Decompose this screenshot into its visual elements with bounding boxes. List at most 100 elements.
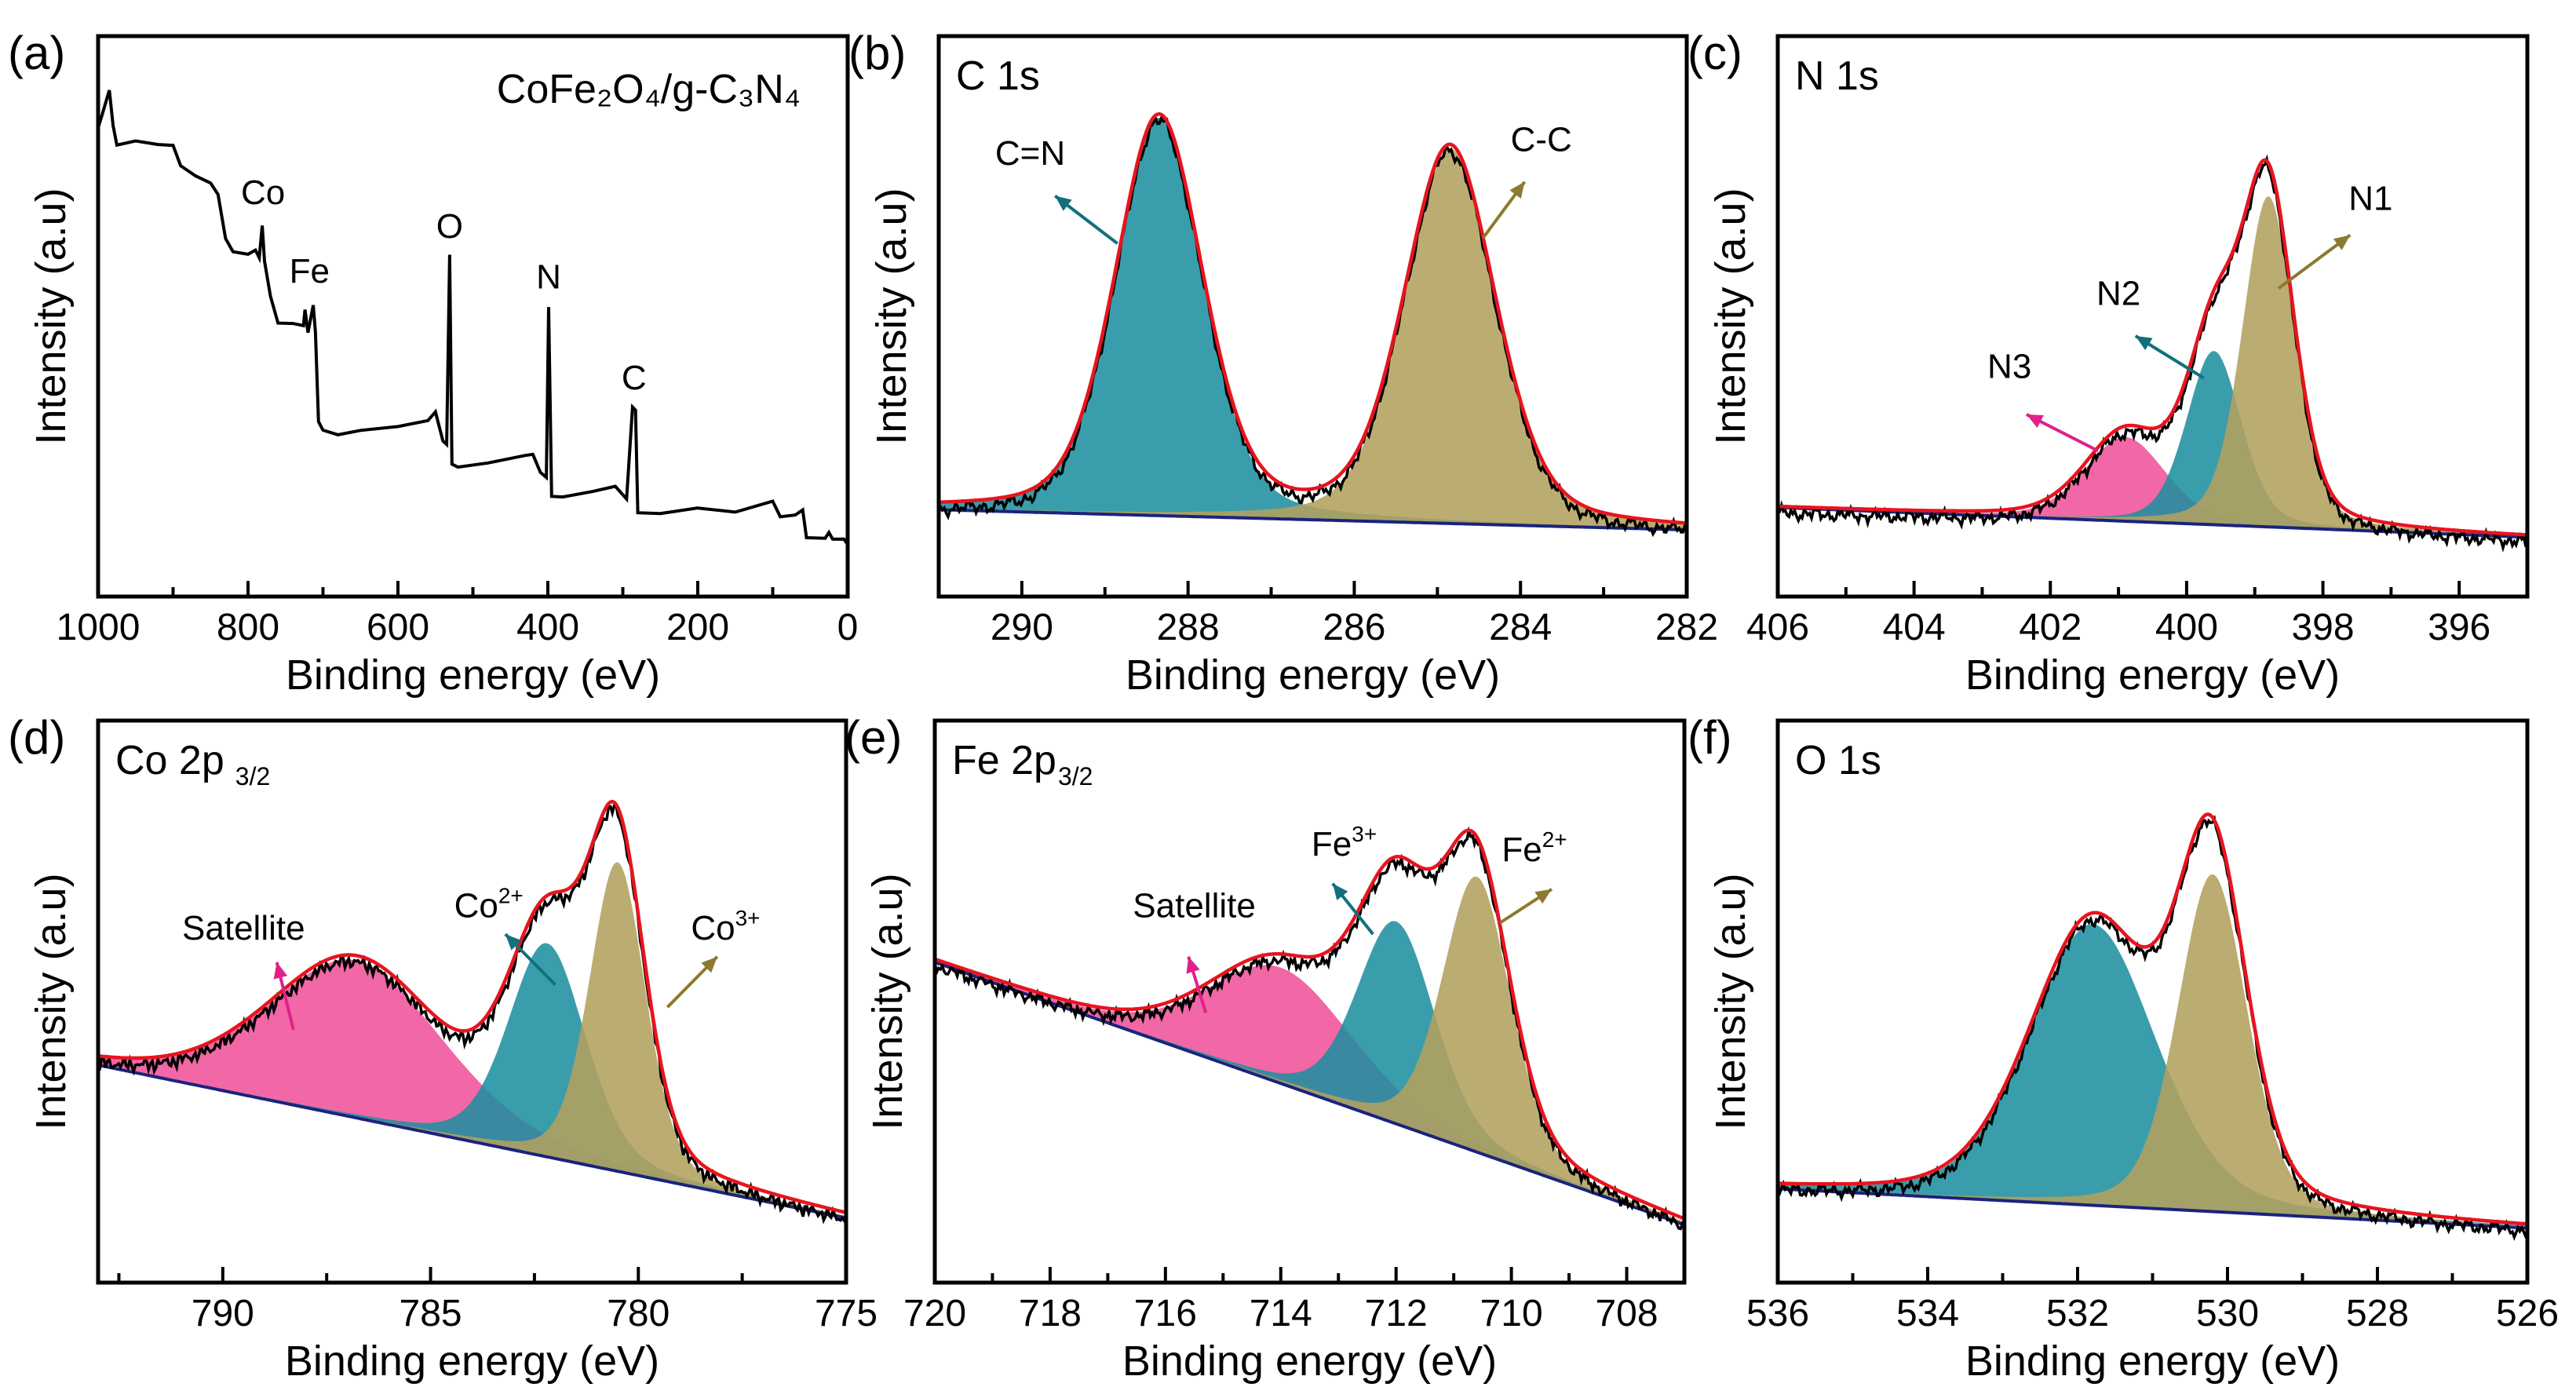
- arrowhead-icon: [1186, 956, 1200, 974]
- axes-frame: [1775, 34, 2530, 599]
- y-axis-label: Intensity (a.u): [864, 873, 911, 1130]
- x-tick-label: 0: [837, 607, 859, 648]
- x-tick-label: 400: [516, 607, 579, 648]
- background-line: [939, 508, 1687, 531]
- experimental-curve: [935, 826, 1684, 1231]
- sample-label: CoFe₂O₄/g-C₃N₄: [497, 67, 801, 112]
- annotation-label: Satellite: [182, 909, 305, 947]
- peak-fill-2: [935, 876, 1684, 1225]
- annotation-label: Fe3+: [1312, 822, 1377, 863]
- y-axis-label: Intensity (a.u): [1707, 188, 1754, 444]
- annotation-label: Satellite: [1133, 887, 1256, 925]
- arrowhead-icon: [1055, 195, 1072, 211]
- annotation-label: Co2+: [454, 884, 524, 925]
- panel-title-text: N 1s: [1795, 53, 1879, 99]
- annotation-label: Co: [241, 173, 285, 212]
- x-axis-label: Binding energy (eV): [285, 1338, 659, 1385]
- experimental-curve: [939, 115, 1687, 538]
- x-axis-label: Binding energy (eV): [1126, 652, 1500, 699]
- plot-area: [939, 111, 1687, 538]
- annotation-text: N: [536, 257, 561, 296]
- peak-fill-2: [98, 862, 846, 1218]
- x-tick-label: 398: [2291, 607, 2354, 648]
- x-tick-label: 534: [1896, 1293, 1959, 1334]
- peak-fill-0: [1778, 924, 2527, 1228]
- annotation-text: C-C: [1511, 120, 1572, 159]
- x-tick-label: 800: [217, 607, 279, 648]
- x-tick-label: 780: [607, 1293, 670, 1334]
- x-axis-label: Binding energy (eV): [286, 652, 660, 699]
- x-tick-label: 402: [2019, 607, 2082, 648]
- x-tick-label: 396: [2428, 607, 2490, 648]
- annotation-superscript: 2+: [498, 884, 524, 908]
- panel-title: O 1s: [1795, 738, 1881, 783]
- arrowhead-icon: [1509, 181, 1525, 199]
- x-tick-label: 714: [1250, 1293, 1312, 1334]
- y-axis-label: Intensity (a.u): [27, 188, 75, 444]
- panel-title-text: Fe 2p: [952, 738, 1056, 783]
- panel-title: C 1s: [956, 53, 1040, 99]
- x-tick-label: 790: [192, 1293, 254, 1334]
- x-tick-label: 528: [2346, 1293, 2409, 1334]
- peak-fill-1: [1778, 874, 2527, 1228]
- panel-letter: (c): [1688, 27, 1742, 79]
- x-tick-label: 536: [1746, 1293, 1809, 1334]
- x-axis-label: Binding energy (eV): [1965, 1338, 2340, 1385]
- panel-f: 536 534 532 530 528 526 Binding energy (eV) Int…: [1688, 711, 2559, 1385]
- annotation-text: Co: [691, 909, 735, 947]
- arrowhead-icon: [505, 934, 522, 951]
- panel-title: Fe 2p3/2: [952, 738, 1093, 790]
- survey-spectrum: [98, 89, 848, 546]
- x-tick-label: 775: [815, 1293, 878, 1334]
- x-tick-label: 282: [1655, 607, 1718, 648]
- annotation-text: Co: [241, 173, 285, 212]
- x-tick-label: 710: [1480, 1293, 1543, 1334]
- x-tick-label: 526: [2496, 1293, 2559, 1334]
- x-tick-label: 406: [1746, 607, 1809, 648]
- plot-area: [1778, 812, 2527, 1241]
- annotation-label: C=N: [995, 134, 1065, 173]
- y-axis-label: Intensity (a.u): [1707, 873, 1754, 1130]
- experimental-curve: [98, 804, 846, 1225]
- panel-d: 790 785 780 775 Binding energy (eV) Intensity…: [8, 711, 878, 1385]
- annotation-label: C: [622, 359, 647, 397]
- fit-envelope: [935, 828, 1684, 1221]
- annotation-text: Satellite: [182, 909, 305, 947]
- panel-title-text: Co 2p: [115, 738, 224, 783]
- annotation-text: Co: [454, 887, 498, 925]
- panel-title: N 1s: [1795, 53, 1879, 99]
- panel-title-text: O 1s: [1795, 738, 1881, 783]
- plot-area: [935, 826, 1684, 1231]
- x-tick-label: 530: [2196, 1293, 2259, 1334]
- peak-fill-0: [939, 118, 1687, 530]
- fit-envelope: [939, 111, 1687, 525]
- panel-c: 406 404 402 400 398 396 Binding energy (eV) Int…: [1688, 27, 2530, 699]
- x-tick-label: 284: [1489, 607, 1552, 648]
- panel-e: 720 718 716 714 712 710 708 Binding energy (eV)…: [845, 711, 1687, 1385]
- arrowhead-icon: [2333, 235, 2351, 250]
- arrowhead-icon: [1534, 889, 1552, 904]
- panel-letter: (e): [845, 711, 902, 764]
- panel-title-subscript: 3/2: [1058, 762, 1093, 790]
- x-tick-label: 288: [1157, 607, 1220, 648]
- annotation-superscript: 3+: [735, 906, 761, 930]
- x-tick-label: 785: [400, 1293, 462, 1334]
- panel-letter: (d): [8, 711, 65, 764]
- x-tick-label: 716: [1134, 1293, 1197, 1334]
- panel-letter: (a): [8, 27, 65, 79]
- annotation-text: O: [436, 207, 463, 246]
- y-axis-label: Intensity (a.u): [868, 188, 915, 444]
- x-tick-label: 600: [367, 607, 429, 648]
- peak-fill-1: [939, 148, 1687, 530]
- x-axis-label: Binding energy (eV): [1965, 652, 2340, 699]
- background-line: [935, 961, 1684, 1227]
- x-axis-label: Binding energy (eV): [1122, 1338, 1497, 1385]
- annotation-label: Fe: [290, 252, 330, 290]
- annotation-text: Fe: [290, 252, 330, 290]
- background-line: [98, 1063, 846, 1220]
- annotation-superscript: 3+: [1352, 822, 1377, 846]
- annotation-superscript: 2+: [1542, 827, 1567, 852]
- annotation-label: N3: [1987, 348, 2031, 386]
- annotation-label: N1: [2348, 179, 2392, 217]
